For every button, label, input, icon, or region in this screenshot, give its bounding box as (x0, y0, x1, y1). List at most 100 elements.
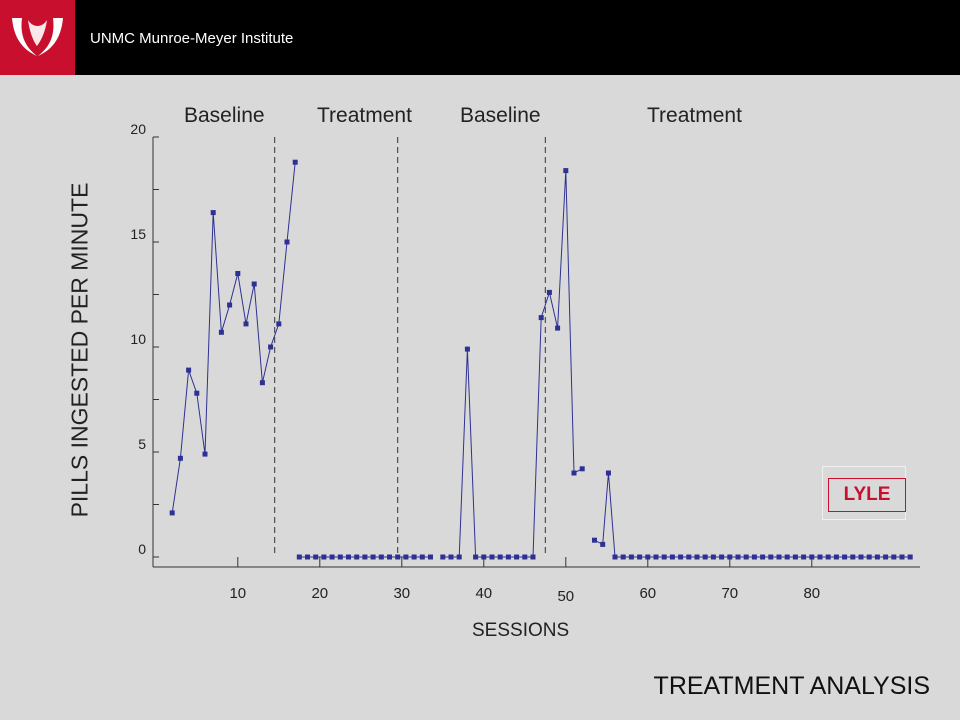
data-point (825, 554, 831, 560)
y-tick-label: 0 (138, 541, 146, 557)
data-point (378, 554, 384, 560)
x-tick-label: 60 (639, 585, 656, 602)
data-point (362, 554, 368, 560)
data-point (481, 554, 487, 560)
header-bar: UNMC Munroe-Meyer Institute (0, 0, 960, 75)
data-point (563, 168, 569, 174)
data-point (743, 554, 749, 560)
data-point (428, 554, 433, 560)
x-tick-label: 40 (475, 585, 492, 602)
data-point (694, 554, 700, 560)
phase-label-treatment-2: Treatment (647, 104, 742, 127)
x-tick-label: 30 (393, 585, 410, 602)
series-line (442, 170, 583, 558)
data-point (702, 554, 708, 560)
slide-footer-title: TREATMENT ANALYSIS (653, 672, 930, 700)
data-point (850, 554, 856, 560)
data-point (243, 321, 249, 327)
data-point (555, 325, 561, 331)
data-point (456, 554, 462, 560)
data-point (419, 554, 425, 560)
y-tick-label: 10 (130, 331, 146, 347)
x-tick-label: 70 (721, 585, 738, 602)
data-point (186, 367, 192, 373)
data-point (395, 554, 401, 560)
data-point (305, 554, 310, 560)
data-point (218, 329, 224, 335)
data-point (169, 510, 175, 516)
data-point (411, 554, 417, 560)
data-point (612, 554, 618, 560)
data-point (227, 302, 233, 308)
data-point (370, 554, 376, 560)
data-point (899, 554, 905, 560)
data-point (891, 554, 897, 560)
data-point (620, 554, 626, 560)
data-point (354, 554, 360, 560)
data-point (276, 321, 282, 327)
data-point (202, 451, 208, 457)
data-point (719, 554, 725, 560)
data-point (497, 554, 503, 560)
data-point (907, 554, 913, 560)
y-tick-label: 20 (130, 121, 146, 137)
data-point (592, 537, 597, 543)
data-point (530, 554, 536, 560)
data-point (473, 554, 479, 560)
data-point (874, 554, 880, 560)
data-point (653, 554, 659, 560)
data-point (809, 554, 815, 560)
data-point (883, 554, 889, 560)
data-point (735, 554, 741, 560)
y-tick-label: 5 (138, 436, 146, 452)
phase-label-baseline-2: Baseline (460, 104, 541, 127)
brand-logo-icon (12, 18, 63, 56)
subject-label: LYLE (828, 478, 906, 512)
data-point (784, 554, 790, 560)
data-point (817, 554, 823, 560)
data-point (760, 554, 766, 560)
data-point (346, 554, 351, 560)
data-point (751, 554, 757, 560)
data-point (600, 541, 606, 547)
data-point (727, 554, 733, 560)
data-point (440, 554, 446, 560)
data-point (522, 554, 528, 560)
data-point (628, 554, 634, 560)
data-point (678, 554, 684, 560)
phase-label-baseline-1: Baseline (184, 104, 265, 127)
x-tick-label: 10 (229, 585, 246, 602)
data-point (235, 271, 241, 276)
data-point (505, 554, 511, 560)
data-point (259, 380, 265, 386)
data-point (284, 239, 290, 245)
x-tick-label: 20 (311, 585, 328, 602)
data-point (792, 554, 798, 560)
data-point (538, 315, 544, 321)
data-point (194, 390, 200, 396)
data-point (686, 554, 692, 560)
data-point (645, 554, 651, 560)
data-point (842, 554, 848, 560)
x-tick-label: 80 (803, 585, 820, 602)
data-point (858, 554, 864, 560)
phase-label-treatment-1: Treatment (317, 104, 412, 127)
data-point (801, 554, 807, 560)
data-point (268, 344, 274, 350)
data-point (177, 455, 183, 461)
data-point (337, 554, 343, 560)
data-point (448, 554, 454, 560)
data-point (579, 466, 585, 472)
data-point (571, 470, 577, 476)
data-point (292, 159, 298, 165)
data-point (329, 554, 335, 560)
data-point (313, 554, 319, 560)
data-point (710, 554, 716, 560)
data-point (776, 554, 782, 560)
data-point (251, 281, 257, 287)
data-point (489, 554, 495, 560)
y-tick-label: 15 (130, 226, 146, 242)
x-axis-label: SESSIONS (472, 620, 570, 641)
data-point (210, 210, 216, 216)
